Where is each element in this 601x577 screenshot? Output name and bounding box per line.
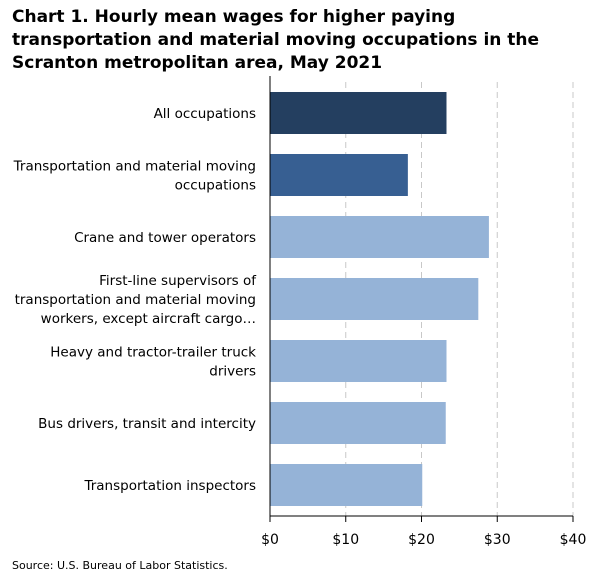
- bar: [270, 278, 479, 320]
- x-tick-label: $30: [484, 532, 511, 548]
- bar: [270, 92, 447, 134]
- category-label-line: Bus drivers, transit and intercity: [38, 416, 256, 432]
- category-label-line: drivers: [209, 364, 256, 380]
- category-label-line: Crane and tower operators: [74, 230, 256, 246]
- category-label: First-line supervisors of transportation …: [15, 273, 258, 327]
- bar: [270, 154, 408, 196]
- category-label-line: Transportation inspectors: [83, 478, 256, 494]
- bar: [270, 402, 446, 444]
- x-tick-label: $40: [560, 532, 587, 548]
- category-label: Bus drivers, transit and intercity: [38, 416, 256, 432]
- category-label-line: occupations: [175, 178, 256, 194]
- x-tick-label: $10: [332, 532, 359, 548]
- category-label-line: workers, except aircraft cargo…: [41, 311, 256, 327]
- source-note: Source: U.S. Bureau of Labor Statistics.: [12, 559, 228, 572]
- category-label-line: First-line supervisors of: [99, 273, 257, 289]
- category-label: Transportation inspectors: [83, 478, 256, 494]
- category-label: Crane and tower operators: [74, 230, 256, 246]
- chart-title: Chart 1. Hourly mean wages for higher pa…: [12, 7, 540, 73]
- category-label: Heavy and tractor-trailer truck drivers: [50, 345, 256, 380]
- bar: [270, 216, 489, 258]
- x-tick-label: $0: [261, 532, 279, 548]
- bar: [270, 340, 447, 382]
- category-label-line: Heavy and tractor-trailer truck: [50, 345, 256, 361]
- category-label-line: transportation and material moving: [15, 292, 256, 308]
- bar: [270, 464, 423, 506]
- category-label-line: All occupations: [154, 106, 256, 122]
- x-tick-label: $20: [408, 532, 435, 548]
- category-label: All occupations: [154, 106, 256, 122]
- category-label-line: Transportation and material moving: [13, 159, 256, 175]
- category-label: Transportation and material moving occupa…: [13, 159, 256, 194]
